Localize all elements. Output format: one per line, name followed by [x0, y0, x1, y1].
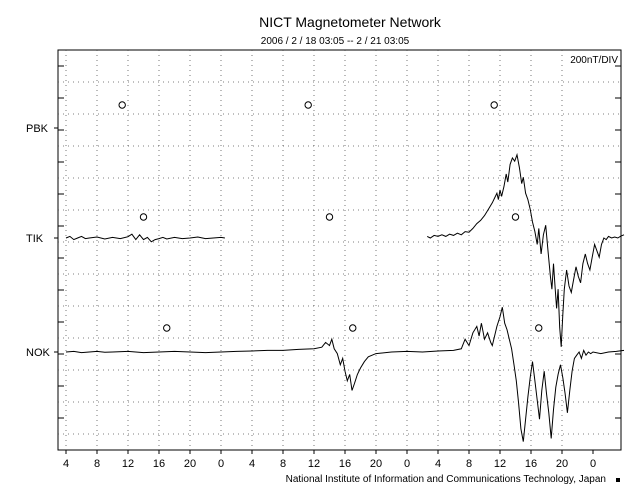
midnight-marker: [349, 324, 357, 332]
midnight-marker: [304, 101, 312, 109]
x-tick-label: 12: [494, 458, 506, 470]
chart-subtitle: 2006 / 2 / 18 03:05 -- 2 / 21 03:05: [261, 36, 410, 47]
footer-mark: [616, 478, 620, 482]
x-tick-label: 0: [218, 458, 224, 470]
x-tick-label: 16: [153, 458, 165, 470]
x-tick-labels: 4 8 12 16 20 0 4 8 12 16 20 0 4 8 12 16 20 0: [63, 450, 596, 470]
station-label-tik: TIK: [26, 233, 44, 245]
x-tick-label: 16: [525, 458, 537, 470]
midnight-marker: [490, 101, 498, 109]
x-tick-label: 20: [184, 458, 196, 470]
x-tick-label: 12: [122, 458, 134, 470]
station-label-pbk: PBK: [26, 123, 49, 135]
x-tick-label: 16: [339, 458, 351, 470]
station-labels: PBK TIK NOK: [26, 123, 58, 359]
x-tick-label: 0: [404, 458, 410, 470]
footer-credit: National Institute of Information and Co…: [286, 474, 606, 485]
x-tick-label: 0: [590, 458, 596, 470]
plot-frame: [57, 49, 622, 451]
midnight-marker: [535, 324, 543, 332]
station-label-nok: NOK: [26, 347, 51, 359]
x-tick-label: 20: [556, 458, 568, 470]
x-tick-label: 20: [370, 458, 382, 470]
series-line-tik: [65, 233, 225, 243]
midnight-marker: [511, 213, 520, 221]
series-lines: [65, 152, 625, 442]
midnight-marker: [325, 213, 334, 221]
grid: [58, 50, 621, 450]
x-tick-label: 4: [435, 458, 441, 470]
x-tick-label: 8: [280, 458, 286, 470]
x-tick-label: 12: [308, 458, 320, 470]
series-line-tik: [426, 152, 625, 347]
series-line-nok: [65, 307, 625, 442]
midnight-markers: [118, 101, 543, 332]
chart-title: NICT Magnetometer Network: [259, 14, 442, 30]
x-tick-label: 4: [249, 458, 255, 470]
midnight-marker: [163, 324, 171, 332]
scale-label: 200nT/DIV: [570, 55, 618, 66]
midnight-marker: [139, 213, 148, 221]
midnight-marker: [118, 101, 126, 109]
x-tick-label: 8: [94, 458, 100, 470]
x-tick-label: 4: [63, 458, 69, 470]
x-tick-label: 8: [466, 458, 472, 470]
